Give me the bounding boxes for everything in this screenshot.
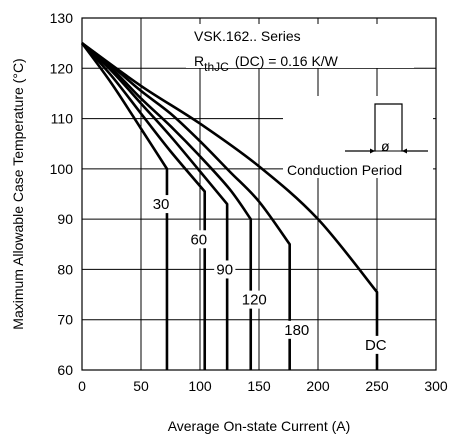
series-line-90 [81,42,229,370]
curve-label-60: 60 [190,231,207,248]
curve-label-90: 90 [216,261,233,278]
curve-label-background [365,335,387,354]
phi-label: ø [381,138,390,154]
conduction-inset-background [283,96,433,178]
y-tick-label: 90 [57,211,73,227]
y-tick-label: 80 [57,261,73,277]
x-tick-label: 200 [306,378,330,394]
curve-label-180: 180 [284,322,309,339]
series-line-60 [81,42,207,370]
phi-arrowhead-right-icon [402,148,407,154]
y-tick-label: 110 [51,111,74,127]
plot-frame [81,17,437,371]
curve-label-30: 30 [153,196,170,213]
x-tick-label: 0 [78,378,86,394]
x-axis-label: Average On-state Current (A) [168,418,351,434]
rthjc-subscript: thJC [204,60,229,74]
annotation-background [186,24,414,68]
curve-label-dc: DC [365,337,387,354]
x-tick-label: 100 [188,378,212,394]
x-tick-label: 250 [365,378,389,394]
curve-label-120: 120 [242,292,267,309]
curve-labels: 30 60 90 120 180 DC [150,195,387,354]
conduction-period-label: Conduction Period [287,162,402,178]
rthjc-label: RthJC (DC) = 0.16 K/W [194,53,339,74]
curve-label-background [188,230,210,249]
curve-label-background [150,195,172,214]
tick-labels: 0 50 100 150 200 250 300 60 70 80 90 100 110 120 130 [50,10,448,394]
phi-arrowhead-left-icon [370,148,375,154]
rthjc-symbol: R [194,53,204,69]
series-line-30 [80,42,169,370]
rthjc-rest: (DC) = 0.16 K/W [235,53,339,69]
series-title: VSK.162.. Series [194,28,301,44]
y-tick-label: 130 [50,10,74,26]
series-line-120 [81,42,253,370]
series-line-dc [81,42,379,370]
x-tick-label: 150 [247,378,271,394]
x-tick-label: 300 [424,378,448,394]
curve-label-background [281,320,312,339]
grid [82,18,436,370]
x-tick-label: 50 [133,378,149,394]
y-tick-label: 100 [50,161,74,177]
y-tick-label: 120 [50,60,74,76]
curve-label-background [239,290,270,309]
curve-label-background [214,260,236,279]
series-group [80,42,379,370]
y-tick-label: 70 [57,312,73,328]
y-tick-label: 60 [57,362,73,378]
y-axis-label: Maximum Allowable Case Temperature (°C) [10,58,26,329]
